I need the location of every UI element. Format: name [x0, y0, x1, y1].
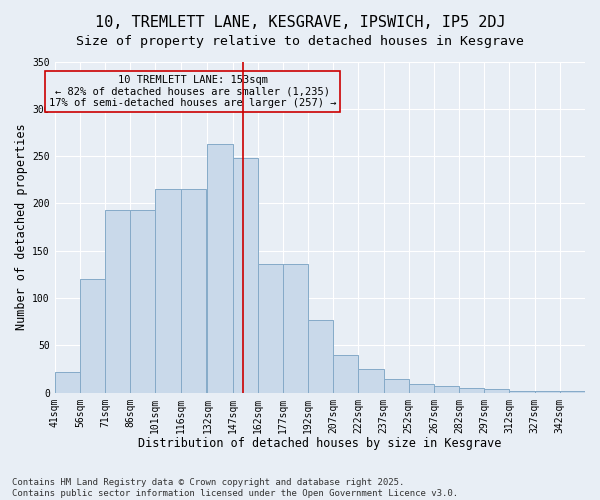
Bar: [55, 372, 80, 392]
Bar: [258, 264, 283, 392]
Bar: [333, 355, 358, 393]
Bar: [409, 384, 434, 392]
Bar: [434, 386, 459, 392]
Text: Contains HM Land Registry data © Crown copyright and database right 2025.
Contai: Contains HM Land Registry data © Crown c…: [12, 478, 458, 498]
Bar: [509, 391, 535, 392]
Bar: [358, 369, 383, 392]
Bar: [105, 210, 130, 392]
Bar: [130, 210, 155, 392]
Bar: [383, 380, 409, 392]
Bar: [484, 389, 509, 392]
Text: 10 TREMLETT LANE: 153sqm
← 82% of detached houses are smaller (1,235)
17% of sem: 10 TREMLETT LANE: 153sqm ← 82% of detach…: [49, 74, 336, 108]
Text: Size of property relative to detached houses in Kesgrave: Size of property relative to detached ho…: [76, 35, 524, 48]
Bar: [560, 391, 585, 392]
Bar: [208, 144, 233, 392]
Y-axis label: Number of detached properties: Number of detached properties: [15, 124, 28, 330]
Bar: [155, 190, 181, 392]
Text: 10, TREMLETT LANE, KESGRAVE, IPSWICH, IP5 2DJ: 10, TREMLETT LANE, KESGRAVE, IPSWICH, IP…: [95, 15, 505, 30]
Bar: [535, 391, 560, 392]
X-axis label: Distribution of detached houses by size in Kesgrave: Distribution of detached houses by size …: [138, 437, 502, 450]
Bar: [181, 190, 206, 392]
Bar: [459, 388, 484, 392]
Bar: [308, 320, 333, 392]
Bar: [80, 279, 105, 392]
Bar: [283, 264, 308, 392]
Bar: [233, 158, 258, 392]
